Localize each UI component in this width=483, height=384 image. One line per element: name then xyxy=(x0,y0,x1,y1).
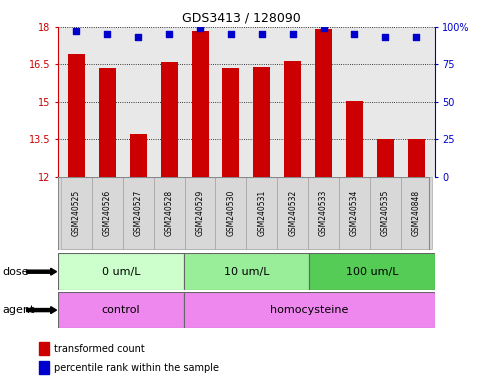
Text: GSM240526: GSM240526 xyxy=(103,190,112,236)
Text: percentile rank within the sample: percentile rank within the sample xyxy=(54,363,219,373)
Text: agent: agent xyxy=(2,305,35,315)
Bar xyxy=(192,31,209,177)
Text: GSM240531: GSM240531 xyxy=(257,190,266,236)
Text: GDS3413 / 128090: GDS3413 / 128090 xyxy=(182,12,301,25)
Bar xyxy=(130,134,147,177)
Bar xyxy=(123,177,154,249)
Bar xyxy=(408,139,425,177)
Point xyxy=(382,34,389,40)
Text: 10 um/L: 10 um/L xyxy=(224,266,269,277)
Text: GSM240525: GSM240525 xyxy=(72,190,81,236)
Text: 0 um/L: 0 um/L xyxy=(101,266,140,277)
Bar xyxy=(185,177,215,249)
Text: GSM240527: GSM240527 xyxy=(134,190,143,236)
Point xyxy=(227,31,235,38)
Bar xyxy=(246,177,277,249)
Text: GSM240848: GSM240848 xyxy=(412,190,421,236)
Point xyxy=(134,34,142,40)
Bar xyxy=(222,68,240,177)
Text: dose: dose xyxy=(2,266,29,277)
Bar xyxy=(315,30,332,177)
Bar xyxy=(184,253,309,290)
Text: GSM240532: GSM240532 xyxy=(288,190,297,236)
Text: GSM240530: GSM240530 xyxy=(227,190,235,236)
Point xyxy=(320,25,327,31)
Bar xyxy=(401,177,432,249)
Point xyxy=(351,31,358,38)
Point xyxy=(72,28,80,35)
Text: control: control xyxy=(101,305,140,315)
Bar xyxy=(58,292,184,328)
Bar xyxy=(39,361,49,374)
Text: GSM240533: GSM240533 xyxy=(319,190,328,236)
Bar xyxy=(92,177,123,249)
Bar xyxy=(277,177,308,249)
Text: GSM240528: GSM240528 xyxy=(165,190,173,236)
Text: GSM240535: GSM240535 xyxy=(381,190,390,236)
Bar xyxy=(215,177,246,249)
Point xyxy=(196,25,204,31)
Bar xyxy=(58,253,184,290)
Bar xyxy=(339,177,370,249)
Point xyxy=(165,31,173,38)
Bar xyxy=(161,62,178,177)
Text: GSM240534: GSM240534 xyxy=(350,190,359,236)
Bar xyxy=(284,61,301,177)
Text: 100 um/L: 100 um/L xyxy=(346,266,398,277)
Point xyxy=(412,34,420,40)
Bar xyxy=(99,68,116,177)
Bar xyxy=(154,177,185,249)
Bar xyxy=(377,139,394,177)
Point xyxy=(289,31,297,38)
Text: homocysteine: homocysteine xyxy=(270,305,348,315)
Bar xyxy=(68,55,85,177)
Bar xyxy=(39,342,49,355)
Bar xyxy=(308,177,339,249)
Bar xyxy=(61,177,92,249)
Point xyxy=(258,31,266,38)
Bar xyxy=(253,67,270,177)
Text: GSM240529: GSM240529 xyxy=(196,190,204,236)
Text: transformed count: transformed count xyxy=(54,344,145,354)
Point xyxy=(103,31,111,38)
Bar xyxy=(370,177,401,249)
Bar xyxy=(309,253,435,290)
Bar xyxy=(184,292,435,328)
Bar xyxy=(346,101,363,177)
